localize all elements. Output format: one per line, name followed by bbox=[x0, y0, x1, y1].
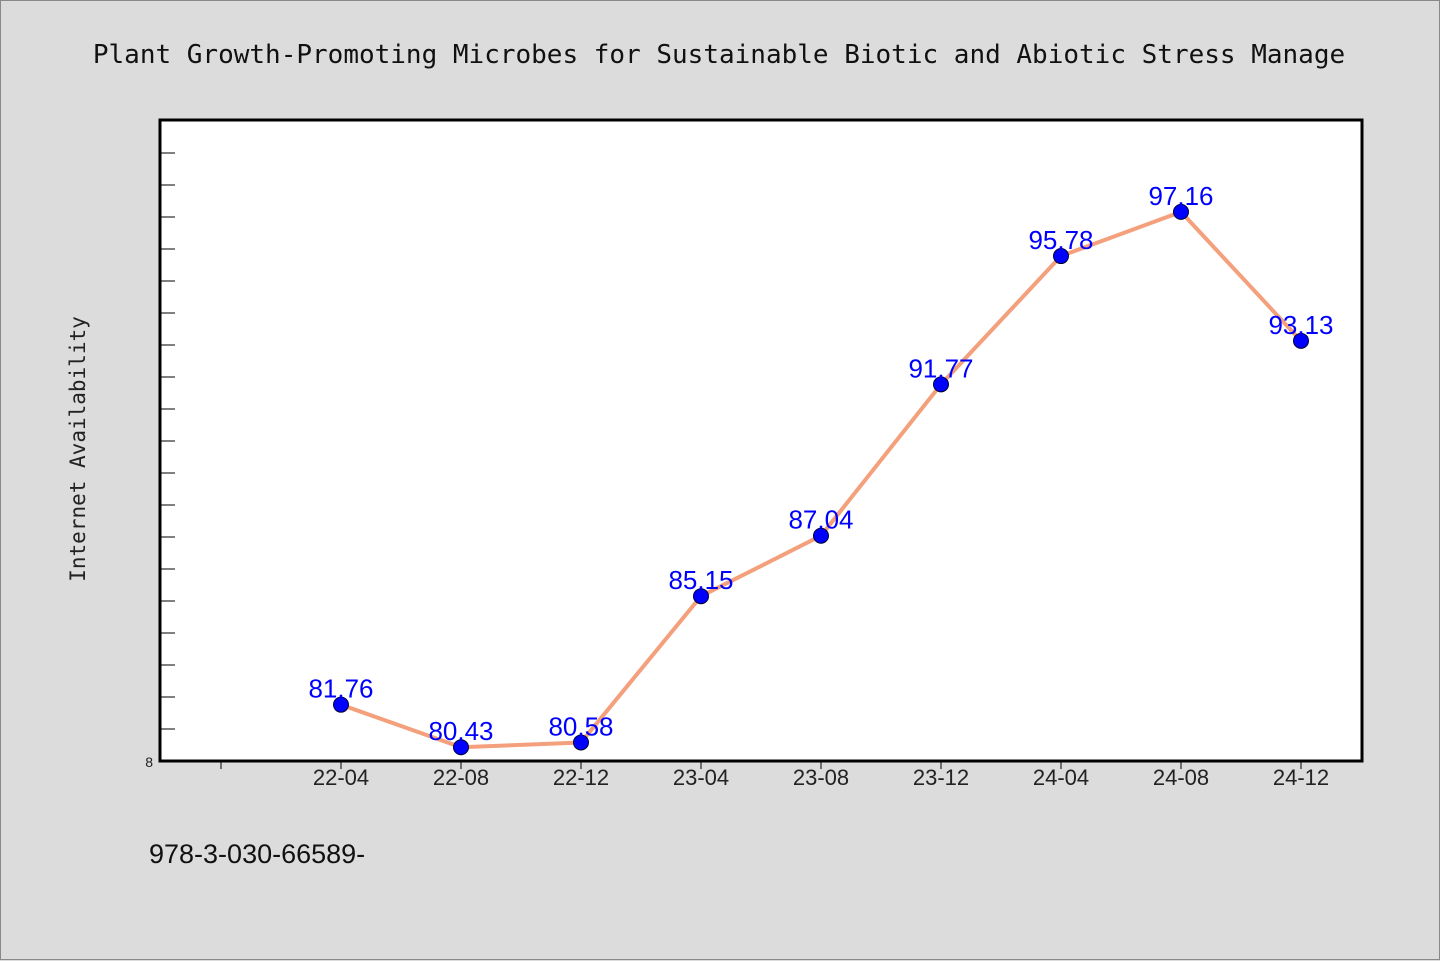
data-label: 81.76 bbox=[308, 674, 373, 704]
data-label: 80.43 bbox=[428, 716, 493, 746]
x-axis-ticks: 22-04 22-08 22-12 23-04 23-08 23-12 24-04 24-08… bbox=[220, 761, 1329, 790]
chart-title: Plant Growth-Promoting Microbes for Sust… bbox=[93, 40, 1345, 70]
y-axis-label: Internet Availability bbox=[66, 316, 90, 582]
data-point bbox=[1053, 248, 1069, 265]
data-label: 85.15 bbox=[668, 565, 733, 595]
x-tick-label: 22-08 bbox=[433, 765, 489, 790]
data-point bbox=[453, 739, 469, 756]
x-tick-label: 22-12 bbox=[553, 765, 609, 790]
data-point bbox=[933, 376, 949, 393]
data-series bbox=[333, 203, 1309, 756]
data-label: 93.13 bbox=[1268, 310, 1333, 340]
x-tick-label: 23-08 bbox=[793, 765, 849, 790]
y-axis-min-label: 8 bbox=[145, 754, 153, 770]
y-axis-ticks bbox=[161, 120, 175, 730]
data-point bbox=[693, 588, 709, 605]
x-tick-label: 24-08 bbox=[1153, 765, 1209, 790]
data-point bbox=[813, 527, 829, 544]
data-label: 95.78 bbox=[1028, 225, 1093, 255]
x-tick-label: 23-12 bbox=[913, 765, 969, 790]
data-label: 91.77 bbox=[908, 353, 973, 383]
data-label: 97.16 bbox=[1148, 181, 1213, 211]
data-labels: 81.76 80.43 80.58 85.15 87.04 91.77 95.78 97.16… bbox=[308, 181, 1333, 746]
plot-area bbox=[158, 118, 1364, 763]
data-label: 87.04 bbox=[788, 505, 853, 535]
data-point bbox=[1293, 332, 1309, 349]
footer-isbn: 978-3-030-66589- bbox=[149, 839, 365, 869]
x-tick-label: 22-04 bbox=[313, 765, 369, 790]
x-tick-label: 24-04 bbox=[1033, 765, 1089, 790]
data-point bbox=[573, 734, 589, 751]
x-tick-label: 23-04 bbox=[673, 765, 729, 790]
data-point bbox=[1173, 203, 1189, 220]
data-point bbox=[333, 696, 349, 713]
x-tick-label: 24-12 bbox=[1273, 765, 1329, 790]
data-label: 80.58 bbox=[548, 711, 613, 741]
